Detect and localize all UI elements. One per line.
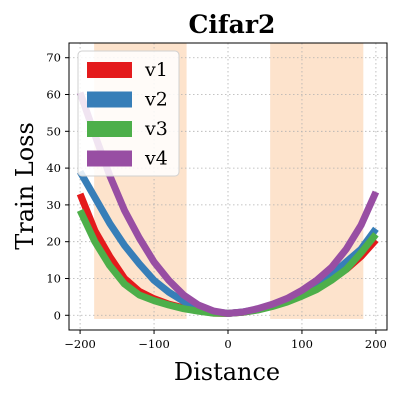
shaded-region-2: [270, 43, 364, 319]
series-line-v4: [76, 91, 380, 317]
y-tick-label: 60: [46, 88, 61, 102]
x-axis-label: Distance: [174, 358, 280, 386]
y-tick-label: 10: [46, 271, 61, 285]
y-tick-label: 70: [46, 51, 61, 65]
legend-swatch-v4: [87, 150, 132, 167]
axis-ticks: −200 −100 0 100 200 0 10 20 30 40 50 60 70: [46, 51, 387, 351]
legend-label-v1: v1: [144, 59, 168, 81]
y-tick-label: 30: [46, 198, 61, 212]
y-tick-label: 50: [46, 124, 61, 138]
x-tick-label: 100: [291, 337, 313, 351]
series-lines: [76, 91, 380, 317]
y-axis-label: Train Loss: [11, 122, 39, 250]
legend-box: [77, 50, 180, 177]
y-tick-label: 20: [46, 235, 61, 249]
x-tick-label: 200: [365, 337, 387, 351]
x-tick-label: −200: [64, 337, 96, 351]
y-tick-label: 0: [54, 308, 61, 322]
x-tick-label: −100: [138, 337, 170, 351]
x-tick-label: 0: [224, 337, 231, 351]
y-tick-label: 40: [46, 161, 61, 175]
legend-label-v4: v4: [144, 148, 168, 170]
legend: v1 v2 v3 v4: [77, 50, 180, 177]
legend-swatch-v1: [87, 62, 132, 78]
chart-title: Cifar2: [189, 10, 276, 39]
legend-label-v2: v2: [144, 89, 168, 111]
legend-swatch-v2: [87, 91, 132, 108]
legend-swatch-v3: [87, 121, 132, 137]
legend-label-v3: v3: [144, 118, 168, 140]
